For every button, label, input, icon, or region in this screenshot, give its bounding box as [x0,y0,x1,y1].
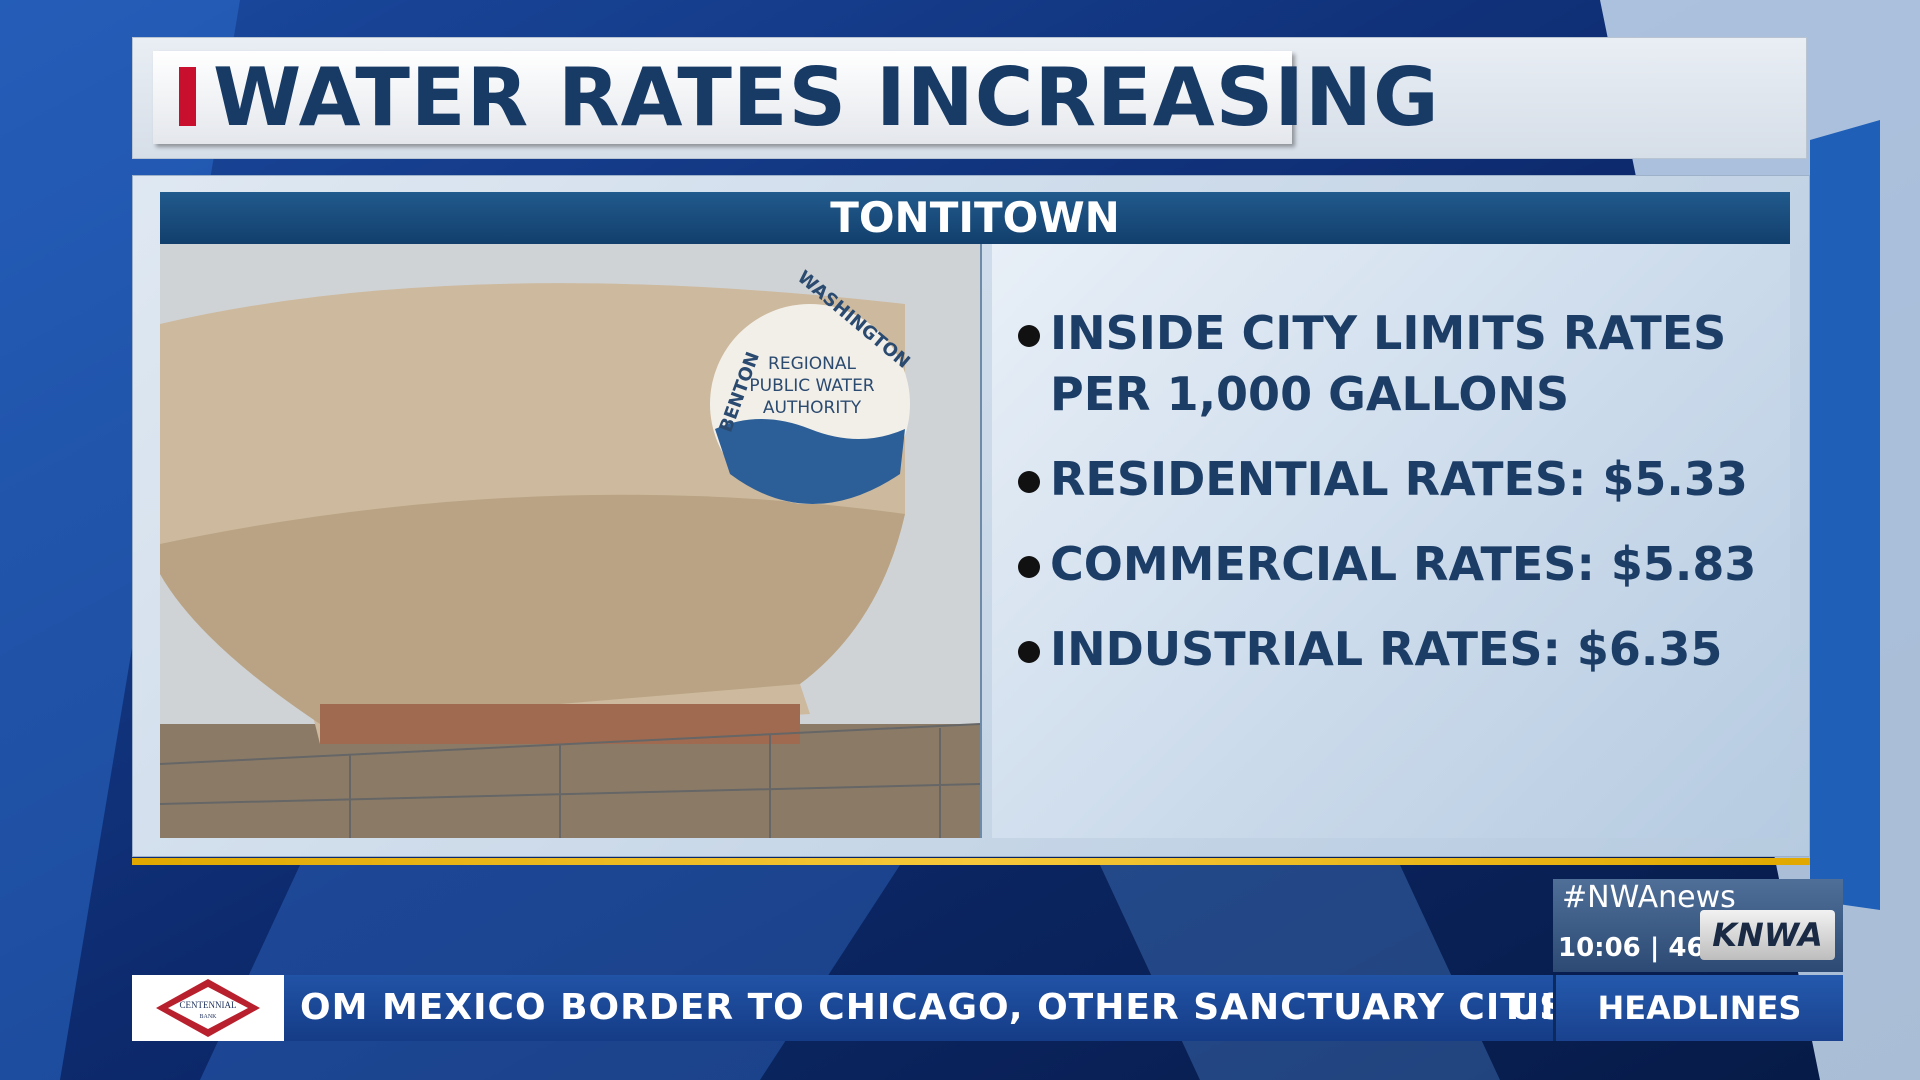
water-tower-photo: BENTON WASHINGTON REGIONAL PUBLIC WATER … [160,244,982,838]
ticker-bar [132,975,1553,1041]
text-area [992,244,1790,838]
station-logo: KNWA [1700,910,1835,960]
sign-text: REGIONAL [768,354,856,374]
headline: WATER RATES INCREASING [213,51,1440,144]
bullet-list: INSIDE CITY LIMITS RATES PER 1,000 GALLO… [1016,303,1776,704]
bullet: COMMERCIAL RATES: $5.83 [1016,534,1776,595]
tank-base [320,704,800,744]
sponsor-inner [168,987,248,1029]
sponsor-name: CENTENNIAL [180,1000,237,1010]
bullet: INSIDE CITY LIMITS RATES PER 1,000 GALLO… [1016,303,1776,425]
ticker-text: OM MEXICO BORDER TO CHICAGO, OTHER SANCT… [300,987,1593,1028]
divider [132,858,1810,865]
tank-lower [160,494,905,724]
sign-text: PUBLIC WATER [749,376,874,396]
bullet: INDUSTRIAL RATES: $6.35 [1016,619,1776,680]
hashtag: #NWAnews [1562,880,1736,915]
sign-waves [715,419,905,504]
bullet: RESIDENTIAL RATES: $5.33 [1016,449,1776,510]
section-label: HEADLINES [1553,975,1843,1041]
time: 10:06 [1558,933,1641,963]
title-accent [179,67,196,126]
swoosh [1810,120,1880,910]
sponsor-logo: CENTENNIAL BANK [132,975,284,1041]
title-bar [153,51,1292,144]
fence [160,723,980,838]
time-temp: 10:06 | 46° [1558,933,1718,963]
panel-title: TONTITOWN [160,192,1790,244]
sign-text: AUTHORITY [763,398,862,418]
sponsor-sub: BANK [199,1014,217,1020]
